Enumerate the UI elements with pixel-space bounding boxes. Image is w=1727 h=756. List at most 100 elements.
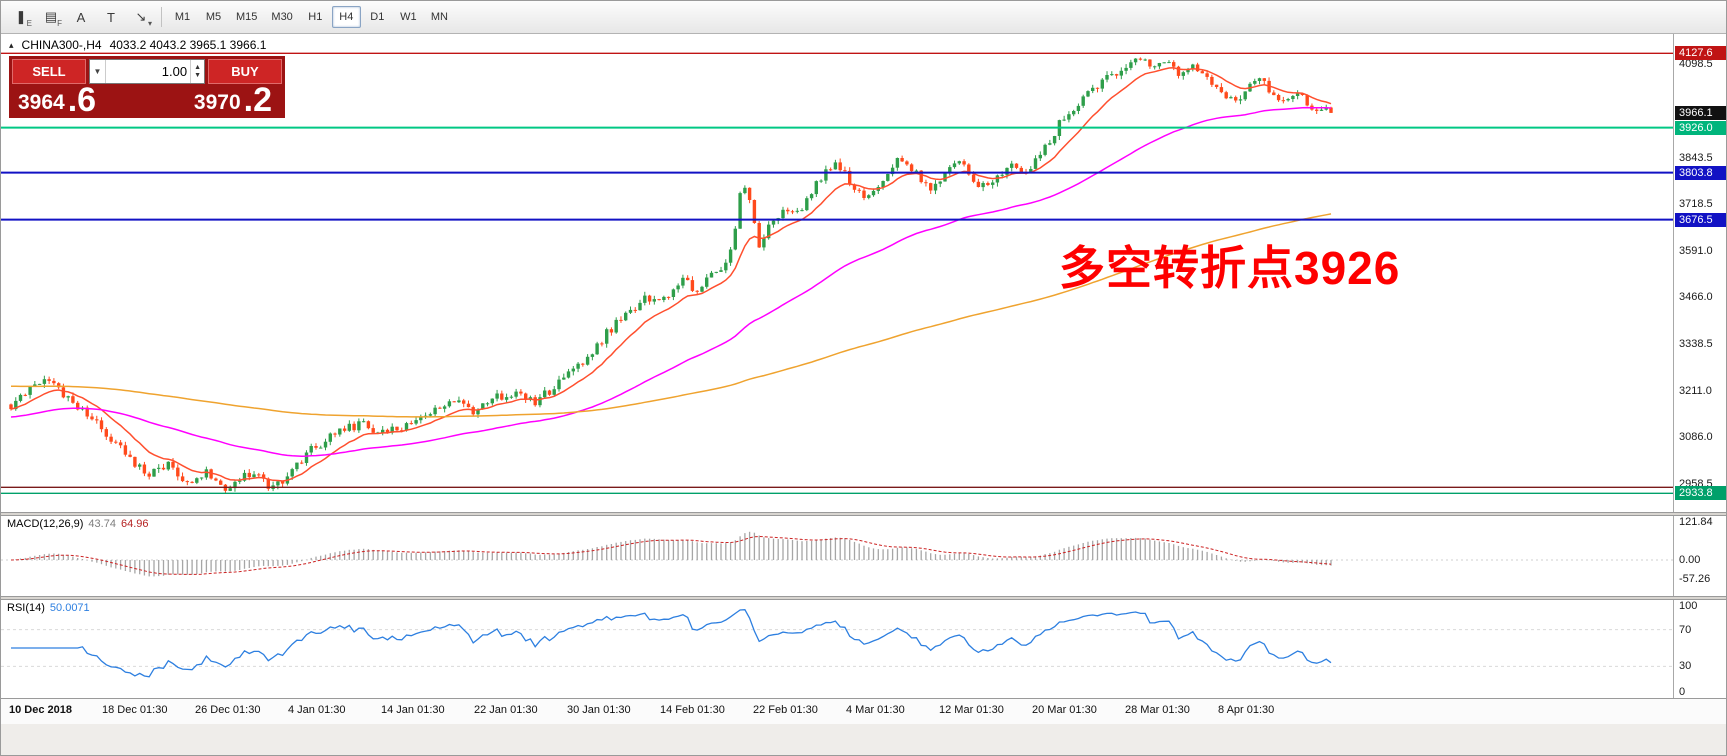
candle — [967, 164, 971, 175]
panel-splitter[interactable] — [1, 596, 1726, 600]
candle — [18, 394, 23, 401]
candle — [814, 181, 818, 195]
time-axis[interactable]: 10 Dec 2018 18 Dec 01:30 26 Dec 01:30 4 Jan… — [1, 698, 1726, 724]
volume-dropdown-icon[interactable]: ▼ — [90, 60, 106, 83]
candle — [1067, 114, 1071, 120]
candle — [414, 420, 418, 424]
timeframe-button-mn[interactable]: MN — [430, 11, 448, 23]
time-axis-label: 4 Mar 01:30 — [846, 704, 905, 716]
candle — [85, 407, 89, 417]
candle — [709, 272, 714, 278]
candle — [581, 363, 585, 365]
candle — [228, 488, 232, 491]
candle — [57, 383, 61, 388]
candle — [562, 377, 566, 380]
buy-button[interactable]: BUY — [208, 59, 282, 84]
price-badge: 3966.1 — [1675, 105, 1726, 120]
candle — [676, 285, 680, 290]
candle — [624, 312, 628, 321]
candle — [828, 169, 833, 171]
candle — [300, 462, 304, 464]
candle — [771, 220, 776, 225]
candle — [209, 469, 213, 479]
candle — [47, 379, 51, 381]
timeframe-button-m5[interactable]: M5 — [205, 11, 222, 23]
candle — [52, 380, 56, 384]
sell-button[interactable]: SELL — [12, 59, 86, 84]
candlestick-chart-icon[interactable]: ❚ E — [15, 9, 32, 28]
candle — [481, 403, 485, 410]
sell-price[interactable]: 3964.6 — [18, 81, 97, 119]
annotation-letter-icon[interactable]: A — [76, 9, 86, 25]
candle — [690, 280, 695, 291]
candle — [438, 407, 442, 409]
candle — [1143, 59, 1147, 61]
timeframe-button-m1[interactable]: M1 — [174, 11, 191, 23]
main-chart-panel: ▴ CHINA300-,H4 4033.2 4043.2 3965.1 3966… — [1, 34, 1726, 512]
candle — [547, 390, 552, 395]
candle — [929, 183, 933, 191]
rsi-tick: 70 — [1679, 623, 1692, 636]
candle — [914, 170, 919, 172]
timeframe-button-h1[interactable]: H1 — [308, 11, 323, 23]
candle — [743, 187, 747, 194]
candle — [1300, 93, 1305, 95]
candle — [738, 193, 742, 229]
timeframe-button-m30[interactable]: M30 — [271, 11, 293, 23]
candle — [1076, 105, 1081, 111]
candle — [161, 467, 166, 470]
candle — [886, 174, 890, 181]
time-axis-label: 10 Dec 2018 — [9, 704, 72, 716]
price-tick: 3338.5 — [1679, 338, 1713, 351]
candle — [681, 277, 685, 286]
candle — [700, 286, 704, 292]
candle — [952, 163, 957, 168]
candle — [986, 183, 990, 185]
toolbar-icon-group: ❚ E ▤ F A T ↘ ▾ — [7, 5, 155, 29]
candle — [1091, 87, 1095, 91]
price-axis[interactable]: 4098.5 3843.5 3718.5 3591.0 3466.0 3338.5 3211… — [1673, 34, 1726, 512]
chart-title-ohlc: 4033.2 4043.2 3965.1 3966.1 — [109, 38, 267, 52]
timeframe-button-w1[interactable]: W1 — [400, 11, 417, 23]
candle — [409, 423, 413, 425]
candle — [138, 464, 142, 467]
collapse-triangle-icon[interactable]: ▴ — [9, 39, 14, 50]
bottom-filler — [1, 724, 1726, 755]
buy-price[interactable]: 3970.2 — [193, 81, 272, 119]
candle — [176, 467, 180, 477]
rsi-name: RSI(14) — [7, 602, 45, 614]
candle — [881, 181, 885, 187]
candle — [809, 194, 814, 199]
candle — [1029, 169, 1033, 174]
candle — [1124, 67, 1128, 71]
timeframe-button-m15[interactable]: M15 — [236, 11, 258, 23]
rsi-chart[interactable] — [1, 600, 1673, 698]
macd-chart[interactable] — [1, 516, 1673, 596]
volume-control[interactable]: ▼ 1.00 ▲ ▼ — [89, 59, 205, 84]
candle — [219, 480, 223, 485]
candle — [33, 384, 37, 387]
candle — [180, 476, 185, 482]
candle — [66, 396, 70, 398]
candle — [781, 209, 785, 219]
volume-stepper-icons[interactable]: ▲ ▼ — [190, 60, 204, 83]
candlestick-chart[interactable] — [1, 34, 1673, 512]
candle — [14, 400, 18, 410]
text-box-icon[interactable]: T — [107, 9, 115, 25]
candle — [61, 387, 66, 398]
candle — [843, 170, 847, 172]
volume-value[interactable]: 1.00 — [161, 64, 188, 79]
candle — [28, 386, 32, 395]
candle — [242, 472, 247, 481]
candle — [1234, 97, 1238, 101]
candle — [724, 262, 728, 271]
candle — [1000, 174, 1004, 176]
candle — [495, 393, 499, 399]
price-badge: 4127.6 — [1675, 46, 1726, 61]
grid-layout-icon[interactable]: ▤ F — [44, 9, 62, 28]
timeframe-button-d1[interactable]: D1 — [370, 11, 385, 23]
candle — [42, 379, 47, 384]
draw-arrow-tool-icon[interactable]: ↘ ▾ — [135, 9, 152, 28]
panel-splitter[interactable] — [1, 512, 1726, 516]
timeframe-button-h4[interactable]: H4 — [331, 6, 361, 28]
